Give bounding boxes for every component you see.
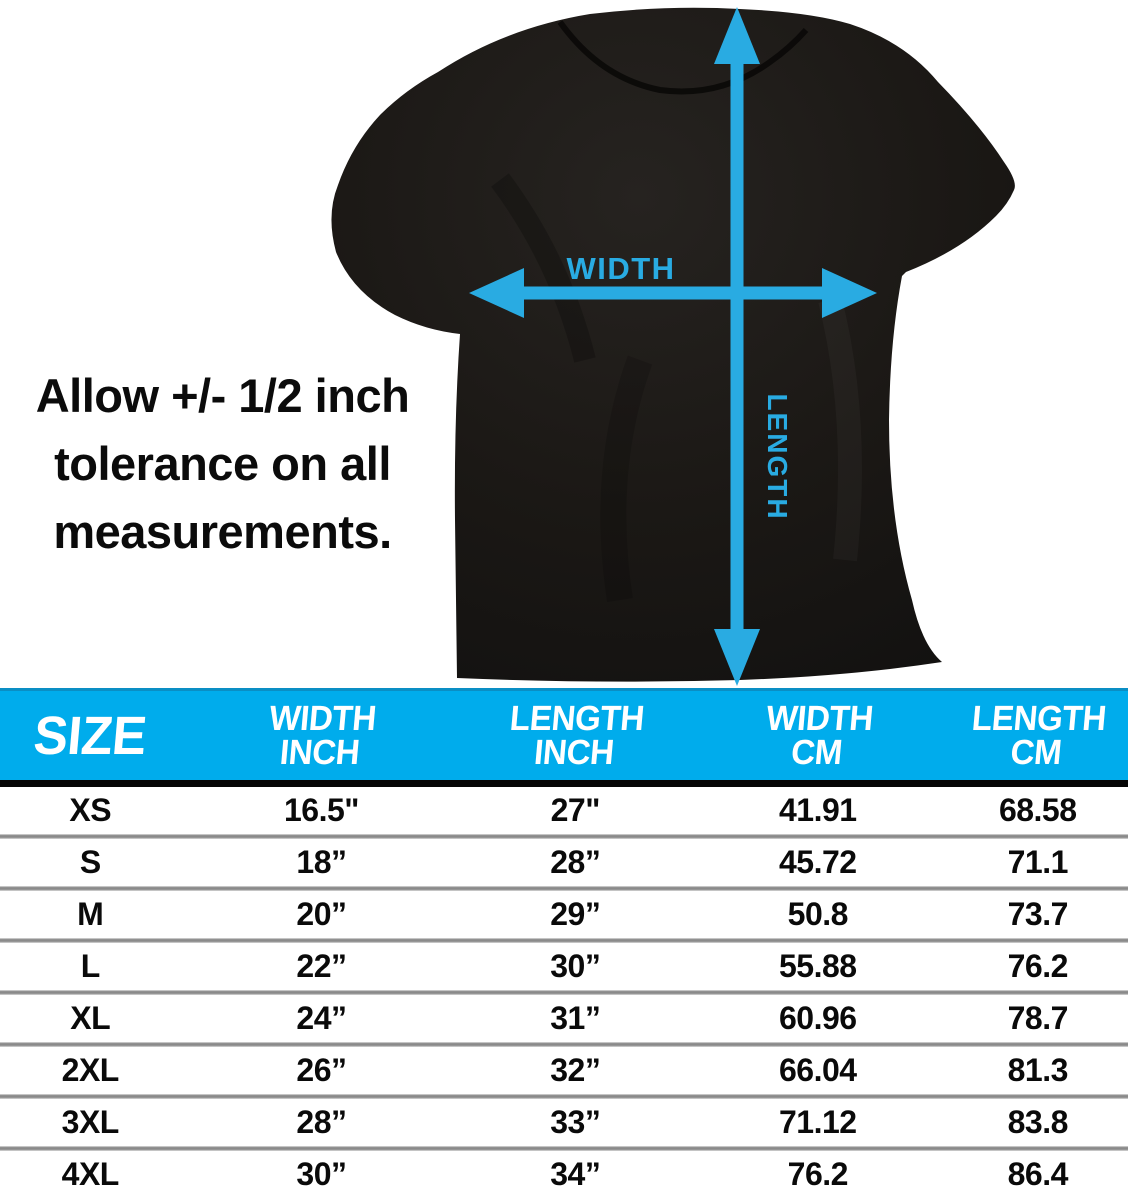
cell-length-inch: 32” (550, 1052, 601, 1088)
cell-size: 3XL (61, 1104, 120, 1140)
cell-length-cm: 73.7 (1007, 896, 1069, 932)
column-header-label: WIDTH (764, 698, 875, 738)
table-row-l: L 22” 30” 55.88 76.2 (0, 943, 1128, 990)
length-arrow-label: LENGTH (762, 393, 793, 520)
column-header-label: LENGTH (508, 698, 646, 738)
row-divider (0, 1042, 1128, 1047)
cell-width-inch: 18” (296, 844, 347, 880)
table-row-s: S 18” 28” 45.72 71.1 (0, 839, 1128, 886)
collar-line (557, 20, 809, 95)
cell-size: 2XL (61, 1052, 120, 1088)
fabric-fold (491, 173, 596, 363)
column-header-label: INCH (278, 732, 362, 772)
tshirt-graphic (331, 7, 1015, 682)
cell-length-inch: 31” (550, 1000, 601, 1036)
column-header-size-label: SIZE (31, 705, 149, 766)
row-divider (0, 1146, 1128, 1151)
fabric-fold (600, 355, 653, 602)
column-header-length-cm: LENGTH CM (948, 698, 1128, 772)
table-row-xl: XL 24” 31” 60.96 78.7 (0, 995, 1128, 1042)
length-arrow (714, 7, 760, 686)
column-header-width-inch: WIDTH INCH (180, 698, 462, 772)
row-divider (0, 886, 1128, 891)
column-header-label: CM (789, 732, 844, 772)
cell-size: XS (69, 792, 112, 828)
tolerance-note-line: measurements. (53, 505, 392, 558)
cell-width-inch: 30” (296, 1156, 347, 1192)
cell-length-inch: 30” (550, 948, 601, 984)
cell-size: L (80, 948, 101, 984)
column-header-size: SIZE (0, 705, 180, 766)
width-arrow-label: WIDTH (566, 251, 675, 286)
cell-size: 4XL (61, 1156, 120, 1192)
cell-width-cm: 55.88 (778, 948, 857, 984)
table-row-3xl: 3XL 28” 33” 71.12 83.8 (0, 1099, 1128, 1146)
cell-width-inch: 20” (296, 896, 347, 932)
tshirt-measurement-diagram: WIDTH LENGTH (331, 7, 1015, 686)
cell-length-inch: 29” (550, 896, 601, 932)
cell-length-cm: 86.4 (1007, 1156, 1069, 1192)
cell-length-cm: 83.8 (1007, 1104, 1069, 1140)
cell-length-inch: 27" (550, 792, 601, 828)
tolerance-note: Allow +/- 1/2 inch tolerance on all meas… (0, 362, 445, 566)
column-header-label: INCH (532, 732, 616, 772)
cell-width-cm: 60.96 (778, 1000, 857, 1036)
column-header-length-inch: LENGTH INCH (462, 698, 688, 772)
cell-width-inch: 22” (296, 948, 347, 984)
cell-size: S (79, 844, 101, 880)
cell-width-inch: 28” (296, 1104, 347, 1140)
row-divider (0, 938, 1128, 943)
tolerance-note-line: Allow +/- 1/2 inch (35, 369, 410, 422)
column-header-label: WIDTH (267, 698, 378, 738)
cell-width-inch: 24” (296, 1000, 347, 1036)
table-header-row: SIZE WIDTH INCH LENGTH INCH WIDTH CM (0, 688, 1128, 780)
cell-length-cm: 76.2 (1007, 948, 1069, 984)
cell-width-cm: 45.72 (778, 844, 857, 880)
measurement-diagram-section: WIDTH LENGTH Allow +/- 1/2 inch toleranc… (0, 7, 1015, 686)
cell-width-cm: 66.04 (778, 1052, 857, 1088)
cell-length-inch: 33” (550, 1104, 601, 1140)
row-divider (0, 990, 1128, 995)
row-divider (0, 834, 1128, 839)
cell-length-inch: 28” (550, 844, 601, 880)
cell-size: M (77, 896, 104, 932)
cell-width-cm: 76.2 (787, 1156, 849, 1192)
cell-width-inch: 16.5" (283, 792, 359, 828)
cell-width-cm: 71.12 (778, 1104, 857, 1140)
column-header-label: CM (1009, 732, 1064, 772)
size-table: SIZE WIDTH INCH LENGTH INCH WIDTH CM (0, 688, 1128, 1197)
cell-width-cm: 41.91 (778, 792, 857, 828)
width-arrow (469, 268, 877, 318)
cell-width-inch: 26” (296, 1052, 347, 1088)
table-row-4xl: 4XL 30” 34” 76.2 86.4 (0, 1151, 1128, 1197)
cell-length-cm: 71.1 (1007, 844, 1069, 880)
cell-width-cm: 50.8 (787, 896, 849, 932)
column-header-label: LENGTH (970, 698, 1108, 738)
table-row-m: M 20” 29” 50.8 73.7 (0, 891, 1128, 938)
table-row-xs: XS 16.5" 27" 41.91 68.58 (0, 787, 1128, 834)
cell-length-cm: 68.58 (998, 792, 1077, 828)
cell-length-inch: 34” (550, 1156, 601, 1192)
column-header-width-cm: WIDTH CM (688, 698, 947, 772)
header-divider (0, 780, 1128, 787)
tolerance-note-line: tolerance on all (54, 437, 391, 490)
cell-length-cm: 78.7 (1007, 1000, 1069, 1036)
table-row-2xl: 2XL 26” 32” 66.04 81.3 (0, 1047, 1128, 1094)
cell-size: XL (70, 1000, 111, 1036)
cell-length-cm: 81.3 (1007, 1052, 1069, 1088)
row-divider (0, 1094, 1128, 1099)
